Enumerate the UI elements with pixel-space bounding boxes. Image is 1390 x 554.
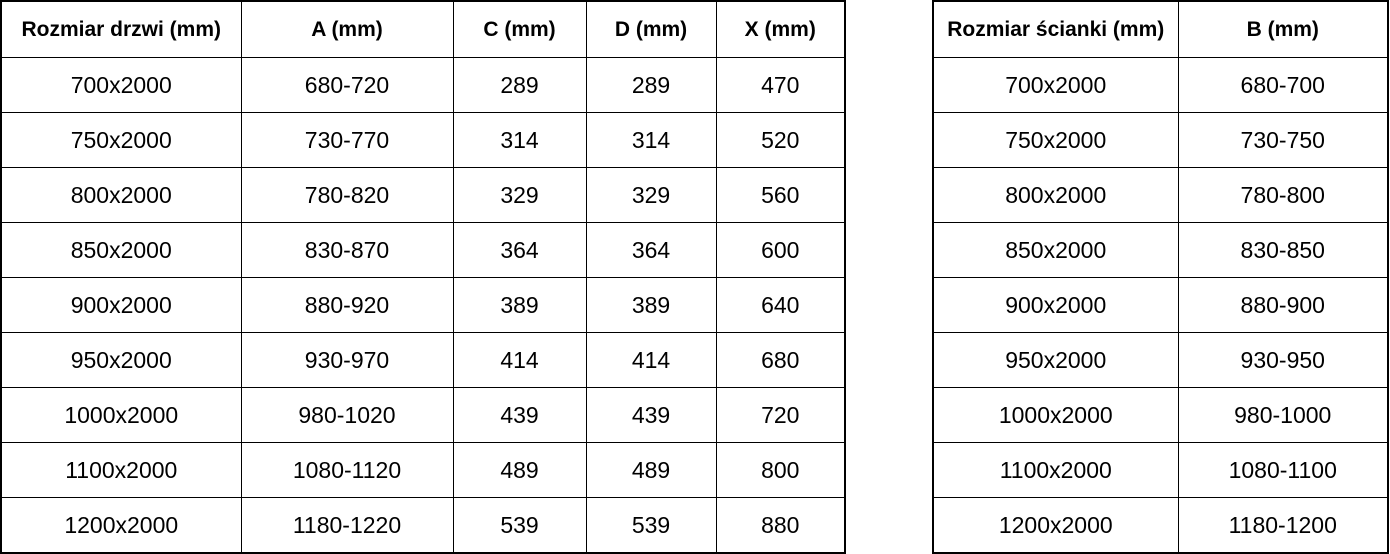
table-row: 1000x2000 980-1000 (932, 387, 1389, 443)
table-row: 850x2000 830-850 (932, 222, 1389, 278)
cell-a: 880-920 (240, 277, 454, 333)
column-header-x: X (mm) (715, 0, 846, 58)
cell-door-size: 900x2000 (0, 277, 242, 333)
cell-wall-size: 900x2000 (932, 277, 1179, 333)
door-size-table-container: Rozmiar drzwi (mm) A (mm) C (mm) D (mm) … (0, 0, 846, 554)
cell-b: 1180-1200 (1177, 497, 1389, 554)
cell-x: 640 (715, 277, 846, 333)
cell-a: 1180-1220 (240, 497, 454, 554)
cell-wall-size: 750x2000 (932, 112, 1179, 168)
door-size-table: Rozmiar drzwi (mm) A (mm) C (mm) D (mm) … (0, 0, 846, 554)
table-row: 800x2000 780-800 (932, 167, 1389, 223)
cell-door-size: 950x2000 (0, 332, 242, 388)
cell-c: 389 (452, 277, 587, 333)
cell-d: 389 (585, 277, 717, 333)
table-header-row: Rozmiar ścianki (mm) B (mm) (932, 0, 1389, 58)
cell-d: 439 (585, 387, 717, 443)
cell-x: 600 (715, 222, 846, 278)
table-row: 700x2000 680-720 289 289 470 (0, 57, 846, 113)
door-size-table-head: Rozmiar drzwi (mm) A (mm) C (mm) D (mm) … (0, 0, 846, 58)
cell-x: 520 (715, 112, 846, 168)
column-header-b: B (mm) (1177, 0, 1389, 58)
cell-wall-size: 800x2000 (932, 167, 1179, 223)
table-row: 750x2000 730-750 (932, 112, 1389, 168)
cell-c: 539 (452, 497, 587, 554)
wall-size-table-container: Rozmiar ścianki (mm) B (mm) 700x2000 680… (932, 0, 1389, 554)
table-row: 1100x2000 1080-1100 (932, 442, 1389, 498)
cell-d: 329 (585, 167, 717, 223)
cell-b: 730-750 (1177, 112, 1389, 168)
cell-a: 730-770 (240, 112, 454, 168)
table-row: 800x2000 780-820 329 329 560 (0, 167, 846, 223)
cell-x: 720 (715, 387, 846, 443)
cell-a: 830-870 (240, 222, 454, 278)
column-header-door-size: Rozmiar drzwi (mm) (0, 0, 242, 58)
table-row: 950x2000 930-950 (932, 332, 1389, 388)
door-size-table-body: 700x2000 680-720 289 289 470 750x2000 73… (0, 57, 846, 554)
table-row: 1100x2000 1080-1120 489 489 800 (0, 442, 846, 498)
cell-b: 830-850 (1177, 222, 1389, 278)
cell-wall-size: 950x2000 (932, 332, 1179, 388)
column-header-a: A (mm) (240, 0, 454, 58)
cell-x: 880 (715, 497, 846, 554)
wall-size-table: Rozmiar ścianki (mm) B (mm) 700x2000 680… (932, 0, 1389, 554)
cell-d: 314 (585, 112, 717, 168)
cell-wall-size: 850x2000 (932, 222, 1179, 278)
cell-d: 289 (585, 57, 717, 113)
cell-d: 414 (585, 332, 717, 388)
cell-b: 680-700 (1177, 57, 1389, 113)
cell-x: 470 (715, 57, 846, 113)
cell-door-size: 750x2000 (0, 112, 242, 168)
cell-door-size: 800x2000 (0, 167, 242, 223)
table-row: 1200x2000 1180-1200 (932, 497, 1389, 554)
cell-d: 539 (585, 497, 717, 554)
cell-b: 880-900 (1177, 277, 1389, 333)
cell-door-size: 1200x2000 (0, 497, 242, 554)
table-row: 750x2000 730-770 314 314 520 (0, 112, 846, 168)
cell-wall-size: 700x2000 (932, 57, 1179, 113)
cell-b: 780-800 (1177, 167, 1389, 223)
table-row: 1000x2000 980-1020 439 439 720 (0, 387, 846, 443)
cell-a: 930-970 (240, 332, 454, 388)
cell-wall-size: 1100x2000 (932, 442, 1179, 498)
cell-c: 414 (452, 332, 587, 388)
cell-b: 1080-1100 (1177, 442, 1389, 498)
table-row: 950x2000 930-970 414 414 680 (0, 332, 846, 388)
cell-x: 800 (715, 442, 846, 498)
cell-d: 489 (585, 442, 717, 498)
cell-door-size: 1000x2000 (0, 387, 242, 443)
cell-x: 680 (715, 332, 846, 388)
cell-c: 289 (452, 57, 587, 113)
cell-a: 980-1020 (240, 387, 454, 443)
cell-c: 489 (452, 442, 587, 498)
cell-c: 364 (452, 222, 587, 278)
cell-b: 930-950 (1177, 332, 1389, 388)
table-row: 900x2000 880-920 389 389 640 (0, 277, 846, 333)
cell-d: 364 (585, 222, 717, 278)
cell-a: 680-720 (240, 57, 454, 113)
cell-a: 1080-1120 (240, 442, 454, 498)
cell-c: 439 (452, 387, 587, 443)
cell-a: 780-820 (240, 167, 454, 223)
cell-door-size: 1100x2000 (0, 442, 242, 498)
cell-c: 329 (452, 167, 587, 223)
cell-wall-size: 1200x2000 (932, 497, 1179, 554)
table-row: 900x2000 880-900 (932, 277, 1389, 333)
wall-size-table-head: Rozmiar ścianki (mm) B (mm) (932, 0, 1389, 58)
column-header-c: C (mm) (452, 0, 587, 58)
cell-x: 560 (715, 167, 846, 223)
cell-door-size: 700x2000 (0, 57, 242, 113)
cell-door-size: 850x2000 (0, 222, 242, 278)
wall-size-table-body: 700x2000 680-700 750x2000 730-750 800x20… (932, 57, 1389, 554)
column-header-d: D (mm) (585, 0, 717, 58)
table-row: 1200x2000 1180-1220 539 539 880 (0, 497, 846, 554)
table-row: 850x2000 830-870 364 364 600 (0, 222, 846, 278)
cell-b: 980-1000 (1177, 387, 1389, 443)
table-header-row: Rozmiar drzwi (mm) A (mm) C (mm) D (mm) … (0, 0, 846, 58)
cell-c: 314 (452, 112, 587, 168)
column-header-wall-size: Rozmiar ścianki (mm) (932, 0, 1179, 58)
table-row: 700x2000 680-700 (932, 57, 1389, 113)
cell-wall-size: 1000x2000 (932, 387, 1179, 443)
